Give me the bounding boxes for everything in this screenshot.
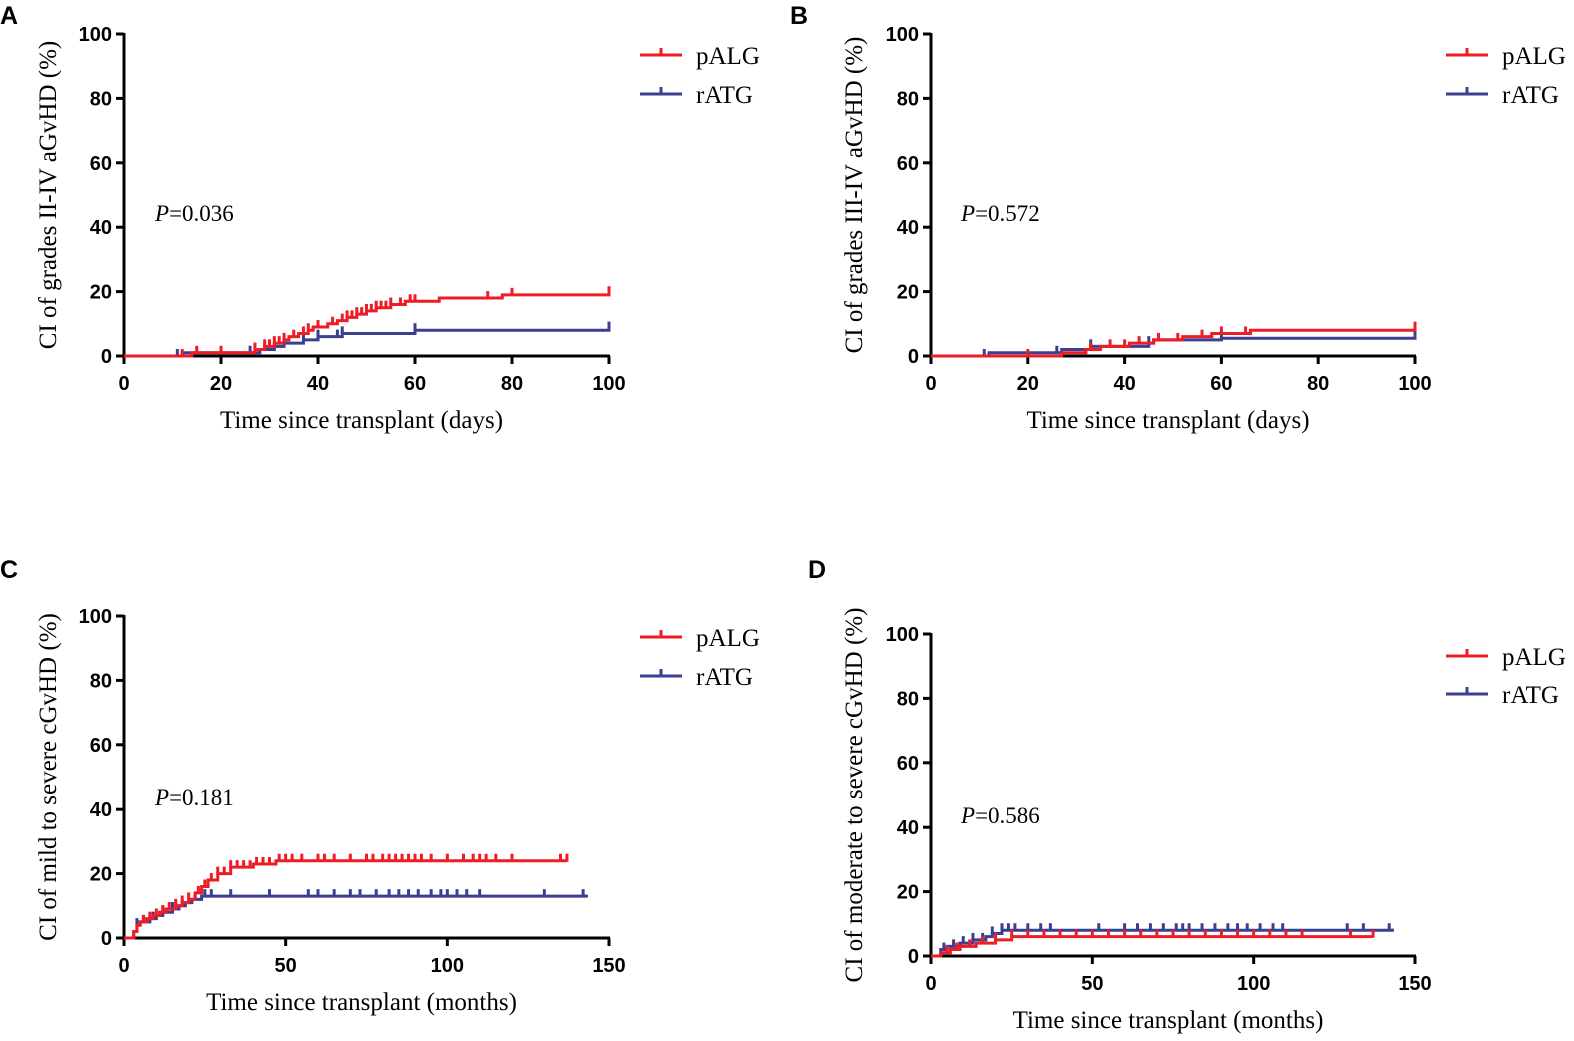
y-tick-label: 60 <box>90 735 112 757</box>
legend-label-ratg: rATG <box>696 82 753 109</box>
x-tick-label: 50 <box>1081 973 1103 995</box>
x-tick-label: 0 <box>118 955 129 977</box>
legend-label-palg: pALG <box>696 625 760 652</box>
series-line-palg <box>931 935 1374 958</box>
y-tick-label: 60 <box>897 153 919 175</box>
panel-c-chart: C 0 20 40 60 80 100 0 50 100 150 Time since transpl… <box>0 556 760 1016</box>
x-tick-label: 100 <box>592 373 625 395</box>
x-tick-label: 20 <box>210 373 232 395</box>
legend-label-palg: pALG <box>1502 43 1566 70</box>
y-axis-title: CI of mild to severe cGvHD (%) <box>35 613 62 941</box>
y-tick-label: 80 <box>897 688 919 710</box>
y-axis-title: CI of grades III-IV aGvHD (%) <box>841 37 868 354</box>
x-tick-label: 150 <box>592 955 625 977</box>
panel-letter: D <box>808 556 826 584</box>
series-line-ratg <box>931 928 1394 958</box>
y-tick-label: 20 <box>897 882 919 904</box>
p-value-annotation: P=0.036 <box>154 201 234 226</box>
x-tick-label: 100 <box>1398 373 1431 395</box>
y-tick-label: 20 <box>90 864 112 886</box>
y-tick-label: 40 <box>90 217 112 239</box>
y-tick-label: 80 <box>90 670 112 692</box>
x-axis-title: Time since transplant (months) <box>1013 1007 1324 1034</box>
panel-letter: B <box>790 2 808 30</box>
legend-label-palg: pALG <box>696 43 760 70</box>
y-tick-label: 0 <box>101 346 112 368</box>
series-line-palg <box>931 328 1417 358</box>
y-tick-label: 80 <box>897 88 919 110</box>
panel-d-chart: D 0 20 40 60 80 100 0 50 100 150 Time since transpl… <box>808 556 1566 1034</box>
panel-a-chart: A 0 20 40 60 80 100 0 20 40 60 80 100 Time since tran… <box>0 2 760 434</box>
x-tick-label: 40 <box>1113 373 1135 395</box>
y-tick-label: 20 <box>90 282 112 304</box>
x-tick-label: 150 <box>1398 973 1431 995</box>
y-tick-label: 60 <box>897 753 919 775</box>
x-tick-label: 40 <box>307 373 329 395</box>
y-tick-label: 100 <box>886 624 919 646</box>
legend-label-ratg: rATG <box>696 664 753 691</box>
x-tick-label: 80 <box>1307 373 1329 395</box>
x-tick-label: 60 <box>404 373 426 395</box>
p-value-annotation: P=0.181 <box>154 785 234 810</box>
y-tick-label: 40 <box>897 217 919 239</box>
y-tick-label: 40 <box>90 799 112 821</box>
y-tick-label: 0 <box>908 946 919 968</box>
y-tick-label: 0 <box>908 346 919 368</box>
y-tick-label: 100 <box>79 24 112 46</box>
y-tick-label: 100 <box>79 606 112 628</box>
x-tick-label: 0 <box>925 973 936 995</box>
x-axis-title: Time since transplant (days) <box>1026 407 1309 434</box>
p-value-annotation: P=0.586 <box>960 803 1040 828</box>
x-axis-title: Time since transplant (days) <box>220 407 503 434</box>
series-line-palg <box>124 859 567 940</box>
legend-label-ratg: rATG <box>1502 682 1559 709</box>
panel-letter: A <box>0 2 18 30</box>
x-tick-label: 60 <box>1210 373 1232 395</box>
x-tick-label: 50 <box>275 955 297 977</box>
x-axis-title: Time since transplant (months) <box>206 989 517 1016</box>
x-tick-label: 100 <box>1237 973 1270 995</box>
y-tick-label: 40 <box>897 817 919 839</box>
x-tick-label: 0 <box>118 373 129 395</box>
series-line-ratg <box>124 894 588 940</box>
y-tick-label: 60 <box>90 153 112 175</box>
legend-label-palg: pALG <box>1502 644 1566 671</box>
y-tick-label: 80 <box>90 88 112 110</box>
y-tick-label: 20 <box>897 282 919 304</box>
panel-b-chart: B 0 20 40 60 80 100 0 20 40 60 80 100 Time since tran… <box>790 2 1566 434</box>
p-value-annotation: P=0.572 <box>960 201 1040 226</box>
panel-letter: C <box>0 556 18 584</box>
x-tick-label: 20 <box>1017 373 1039 395</box>
x-tick-label: 0 <box>925 373 936 395</box>
x-tick-label: 80 <box>501 373 523 395</box>
legend-label-ratg: rATG <box>1502 82 1559 109</box>
y-axis-title: CI of moderate to severe cGvHD (%) <box>841 608 868 983</box>
y-axis-title: CI of grades II-IV aGvHD (%) <box>35 41 62 349</box>
y-tick-label: 0 <box>101 928 112 950</box>
y-tick-label: 100 <box>886 24 919 46</box>
series-line-palg <box>124 293 611 358</box>
x-tick-label: 100 <box>431 955 464 977</box>
